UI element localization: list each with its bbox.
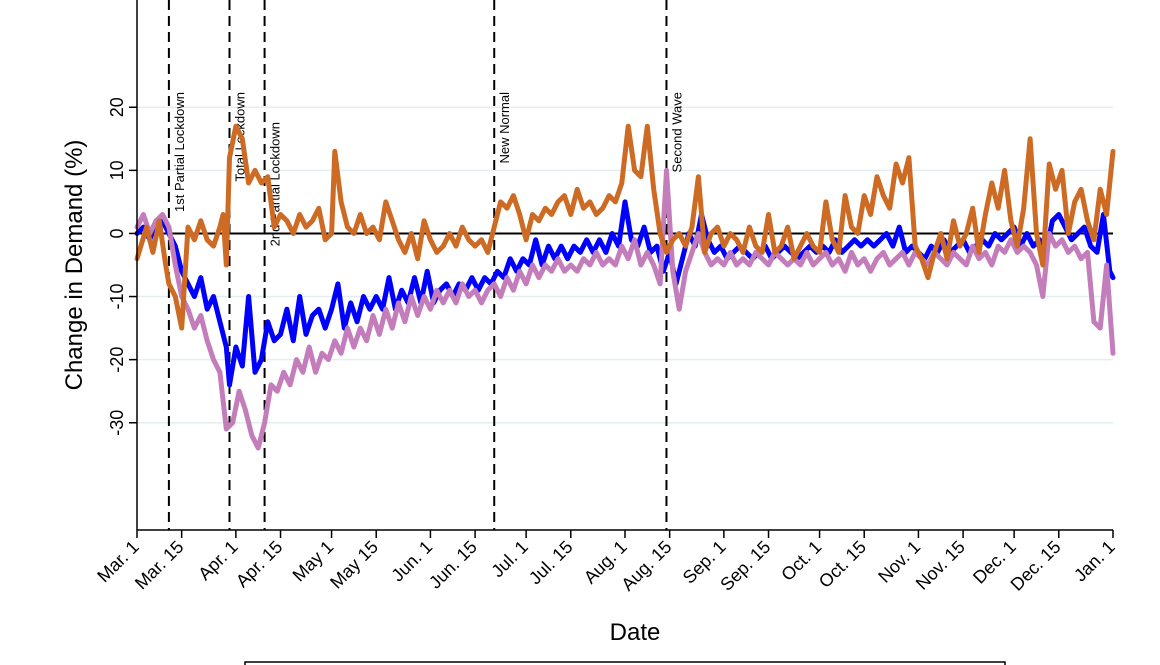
event-label-0: 1st Partial Lockdown bbox=[172, 92, 187, 212]
x-tick-label-17: Nov. 15 bbox=[912, 537, 969, 594]
event-label-3: New Normal bbox=[497, 92, 512, 164]
x-tick-label-15: Oct. 15 bbox=[815, 537, 870, 592]
y-tick-label-3: -10 bbox=[107, 284, 127, 310]
x-tick-label-1: Mar. 15 bbox=[131, 537, 188, 594]
x-tick-label-13: Sep. 15 bbox=[716, 537, 774, 595]
x-tick-label-3: Apr. 15 bbox=[232, 537, 286, 591]
x-tick-label-5: May 15 bbox=[326, 537, 382, 593]
x-tick-label-9: Jul. 15 bbox=[525, 537, 577, 589]
event-markers: 1st Partial Lockdown Total Lockdown 2nd Pa… bbox=[167, 0, 684, 530]
x-tick-label-20: Jan. 1 bbox=[1070, 537, 1119, 586]
event-label-4: Second Wave bbox=[669, 92, 684, 172]
y-tick-label-0: 20 bbox=[107, 97, 127, 117]
y-tick-label-4: -20 bbox=[107, 347, 127, 373]
series-lines bbox=[134, 123, 1116, 451]
x-tick-label-7: Jun. 15 bbox=[425, 537, 481, 593]
pink-series-line bbox=[134, 167, 1116, 451]
y-tick-label-2: 0 bbox=[107, 228, 127, 238]
x-tick-label-19: Dec. 15 bbox=[1007, 537, 1065, 595]
legend-box bbox=[244, 661, 1006, 665]
x-axis-title: Date bbox=[610, 619, 661, 646]
x-tick-label-11: Aug. 15 bbox=[617, 537, 675, 595]
y-axis-title: Change in Demand (%) bbox=[61, 140, 88, 391]
y-tick-label-1: 10 bbox=[107, 160, 127, 180]
orange-series-line bbox=[134, 123, 1116, 331]
y-tick-label-5: -30 bbox=[107, 410, 127, 436]
